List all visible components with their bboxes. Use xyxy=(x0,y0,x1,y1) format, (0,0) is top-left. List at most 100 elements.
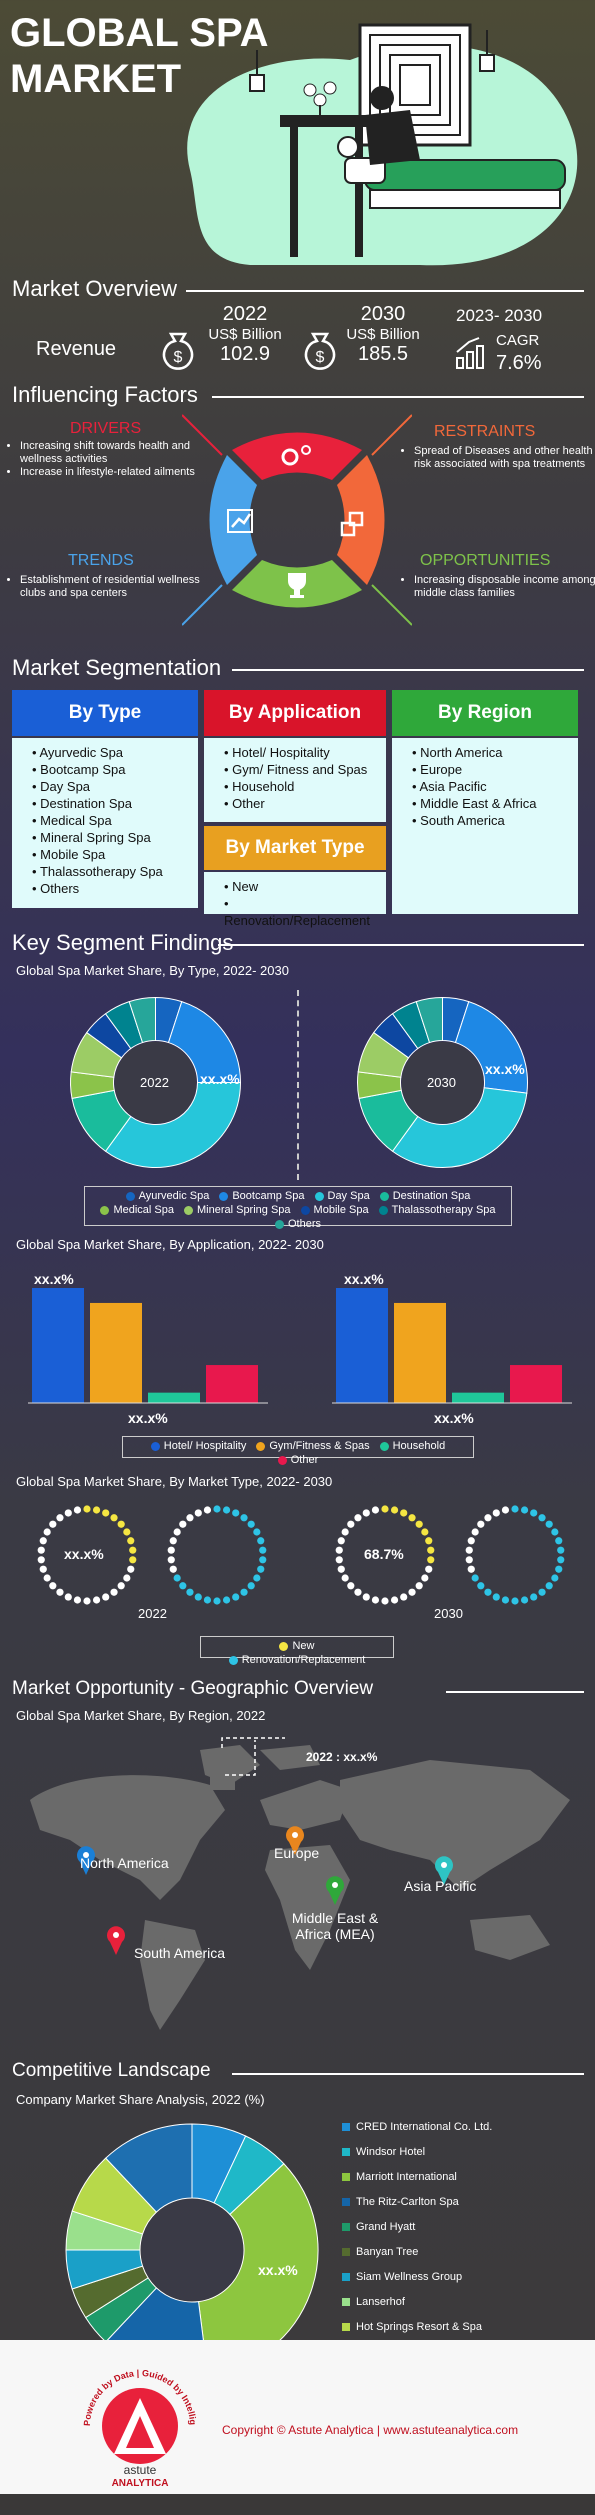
ring-dot xyxy=(127,1537,135,1545)
ring-dot xyxy=(477,1582,485,1590)
type-item: Medical Spa xyxy=(32,812,188,829)
legend-label: Other xyxy=(290,1454,319,1466)
legend-swatch xyxy=(379,1191,389,1201)
ring-dot xyxy=(43,1574,51,1582)
ring-dot xyxy=(127,1565,135,1573)
ring-dot xyxy=(169,1537,177,1545)
geo-divider xyxy=(446,1691,584,1693)
application-item: Household xyxy=(224,778,376,795)
title-line1: GLOBAL SPA xyxy=(10,11,269,55)
donut-type-2030 xyxy=(357,996,528,1168)
company-name: Windsor Hotel xyxy=(356,2146,426,2158)
ring-dot xyxy=(73,1506,82,1514)
logo-name: astute xyxy=(124,2463,157,2477)
legend-swatch xyxy=(342,2273,350,2281)
legend-swatch xyxy=(279,1641,289,1651)
ring-dot xyxy=(129,1556,137,1564)
mt-2022-value: xx.x% xyxy=(64,1546,104,1562)
legend-label: Day Spa xyxy=(327,1190,370,1202)
segmentation-divider xyxy=(232,669,584,671)
ring-dot xyxy=(73,1596,82,1604)
ring-dot xyxy=(381,1597,389,1605)
legend-swatch xyxy=(183,1205,193,1215)
company-legend-item: Lanserhof xyxy=(342,2296,405,2308)
revenue-label: Revenue xyxy=(36,338,117,360)
ring-dot xyxy=(117,1582,125,1590)
world-map xyxy=(30,1737,570,2030)
findings-title: Key Segment Findings xyxy=(12,930,234,955)
legend-swatch xyxy=(219,1191,229,1201)
ring-dot xyxy=(253,1528,261,1536)
region-item: North America xyxy=(412,744,568,761)
ring-dot xyxy=(203,1506,212,1514)
ring-dot xyxy=(511,1505,519,1513)
trends-list: Establishment of residential wellness cl… xyxy=(0,574,220,600)
ring-dot xyxy=(222,1596,231,1604)
pin-asia-pacific-icon xyxy=(435,1856,453,1885)
bar-hotel-hospitality xyxy=(336,1288,388,1403)
astute-analytica-logo: Powered by Data | Guided by Intelligence… xyxy=(70,2356,198,2489)
ring-dot xyxy=(520,1596,529,1604)
opportunity-item: Increasing disposable income among middl… xyxy=(414,574,595,600)
competitive-subtitle: Company Market Share Analysis, 2022 (%) xyxy=(16,2092,265,2107)
market-type-subtitle: Global Spa Market Share, By Market Type,… xyxy=(16,1474,333,1489)
region-item: Middle East & Africa xyxy=(412,795,568,812)
company-legend-item: Marriott International xyxy=(342,2171,457,2183)
legend-swatch xyxy=(379,1441,389,1451)
ring-dot xyxy=(501,1506,510,1514)
competitive-title: Competitive Landscape xyxy=(12,2060,211,2081)
by-market-type-header: By Market Type xyxy=(204,826,386,870)
ring-dot xyxy=(253,1574,261,1582)
dotted-ring-2030-new xyxy=(335,1505,435,1605)
footer-bottom-bar xyxy=(0,2494,595,2515)
region-label: Europe xyxy=(274,1845,320,1861)
pin-south-america-icon xyxy=(107,1926,126,1955)
ring-dot xyxy=(347,1520,355,1528)
ring-dot xyxy=(257,1537,265,1545)
ring-dot xyxy=(530,1593,538,1601)
ring-dot xyxy=(64,1593,72,1601)
ring-dot xyxy=(49,1520,57,1528)
legend-swatch xyxy=(342,2173,350,2181)
ring-dot xyxy=(390,1596,399,1604)
drivers-title: DRIVERS xyxy=(70,420,142,437)
ring-dot xyxy=(557,1556,565,1564)
legend-item: Mineral Spring Spa xyxy=(183,1204,291,1216)
mt-2030-value: 68.7% xyxy=(364,1546,404,1562)
ring-dot xyxy=(555,1537,563,1545)
ring-dot xyxy=(167,1546,175,1554)
dotted-ring-2022-renovation xyxy=(167,1505,267,1605)
bar-bottom-2022: xx.x% xyxy=(128,1410,168,1426)
ring-dot xyxy=(492,1509,500,1517)
logo-name-2: ANALYTICA xyxy=(112,2478,169,2489)
opportunities-list: Increasing disposable income among middl… xyxy=(394,574,595,600)
ring-dot xyxy=(415,1520,423,1528)
ring-dot xyxy=(538,1588,546,1596)
company-name: The Ritz-Carlton Spa xyxy=(356,2196,459,2208)
ring-dot xyxy=(213,1505,221,1513)
legend-swatch xyxy=(342,2123,350,2131)
legend-item: New xyxy=(279,1640,315,1652)
ring-dot xyxy=(117,1520,125,1528)
footer-copyright[interactable]: Copyright © Astute Analytica | www.astut… xyxy=(222,2423,519,2437)
ring-dot xyxy=(173,1528,181,1536)
ring-dot xyxy=(56,1514,64,1522)
market-type-item: Renovation/Replacement xyxy=(224,895,376,929)
restraint-item: Spread of Diseases and other health risk… xyxy=(414,445,595,471)
ring-dot xyxy=(232,1509,240,1517)
company-name: Marriott International xyxy=(356,2171,457,2183)
factors-divider xyxy=(212,396,584,398)
ring-dot xyxy=(194,1593,202,1601)
donut-2022-year: 2022 xyxy=(140,1075,169,1090)
ring-dot xyxy=(408,1588,416,1596)
type-item: Thalassotherapy Spa xyxy=(32,863,188,880)
ring-dot xyxy=(337,1537,345,1545)
ring-dot xyxy=(347,1582,355,1590)
legend-label: Mobile Spa xyxy=(313,1204,369,1216)
trophy-icon xyxy=(288,573,306,598)
unit-2030: US$ Billion xyxy=(346,326,420,343)
region-label: North America xyxy=(80,1855,169,1871)
application-legend: Hotel/ Hospitality Gym/Fitness & Spas Hous… xyxy=(122,1436,474,1466)
opportunities-title: OPPORTUNITIES xyxy=(420,552,551,569)
restraints-title: RESTRAINTS xyxy=(434,423,536,440)
